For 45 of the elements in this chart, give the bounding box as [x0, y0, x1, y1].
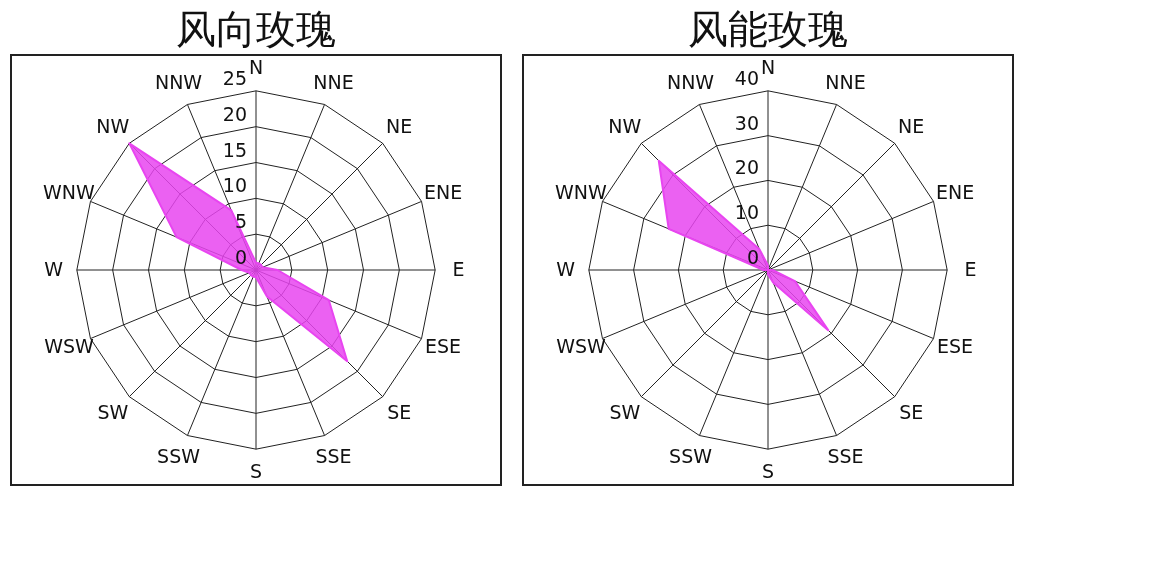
spoke-label: SSW: [669, 445, 713, 468]
y-tick-label: 30: [734, 111, 760, 134]
y-tick-label: 10: [222, 174, 248, 197]
chart-title: 风向玫瑰: [176, 6, 336, 52]
spoke-label: NNE: [825, 70, 866, 93]
chart-title: 风能玫瑰: [688, 6, 848, 52]
y-tick-label: 40: [734, 66, 760, 89]
spoke-label: SSE: [827, 445, 864, 468]
spoke-label: SE: [387, 401, 412, 424]
spoke-label: ESE: [937, 335, 974, 358]
y-tick-label: 10: [734, 201, 760, 224]
y-tick-label: 5: [234, 210, 248, 233]
spoke-label: NE: [386, 114, 413, 137]
spoke-label: SSE: [315, 445, 352, 468]
y-tick-label: 15: [222, 138, 248, 161]
y-tick-label: 25: [222, 66, 248, 89]
spoke-label: SSW: [157, 445, 201, 468]
spoke-label: S: [249, 460, 263, 483]
spoke-label: NNW: [666, 70, 715, 93]
spoke-label: ESE: [425, 335, 462, 358]
spoke-label: WSW: [556, 335, 606, 358]
spoke-label: NNE: [313, 70, 354, 93]
spoke-label: W: [44, 258, 64, 280]
spoke-label: WNW: [555, 180, 608, 203]
spoke-label: W: [556, 258, 576, 280]
spoke-label: WSW: [44, 335, 94, 358]
spoke-label: ENE: [423, 180, 463, 203]
spoke-label: SW: [97, 401, 129, 424]
spoke-label: N: [248, 55, 264, 78]
spoke-label: NNW: [154, 70, 203, 93]
spoke-label: E: [452, 258, 465, 280]
spoke-label: ENE: [935, 180, 975, 203]
spoke-label: NW: [96, 114, 130, 137]
spoke-label: NE: [898, 114, 925, 137]
spoke-label: SE: [899, 401, 924, 424]
y-tick-label: 0: [746, 246, 760, 268]
spoke-label: N: [760, 55, 776, 78]
spoke-label: S: [761, 460, 775, 483]
y-tick-label: 0: [234, 246, 248, 268]
y-tick-label: 20: [734, 156, 760, 179]
spoke-label: WNW: [43, 180, 96, 203]
spoke-label: NW: [608, 114, 642, 137]
spoke-label: SW: [609, 401, 641, 424]
y-tick-label: 20: [222, 102, 248, 125]
spoke-label: E: [964, 258, 977, 280]
